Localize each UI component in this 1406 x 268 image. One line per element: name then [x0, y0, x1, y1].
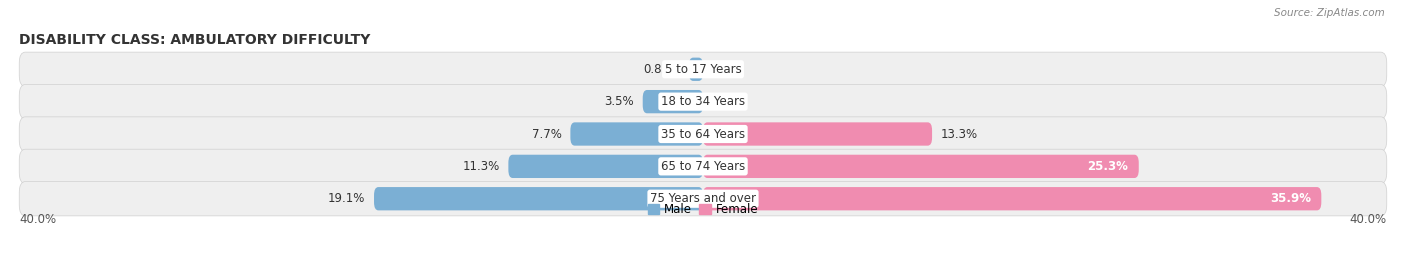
Legend: Male, Female: Male, Female: [643, 198, 763, 221]
Text: 11.3%: 11.3%: [463, 160, 499, 173]
Text: 40.0%: 40.0%: [1350, 213, 1386, 226]
Text: Source: ZipAtlas.com: Source: ZipAtlas.com: [1274, 8, 1385, 18]
Text: 75 Years and over: 75 Years and over: [650, 192, 756, 205]
FancyBboxPatch shape: [643, 90, 703, 113]
FancyBboxPatch shape: [689, 58, 703, 81]
Text: 25.3%: 25.3%: [1088, 160, 1129, 173]
FancyBboxPatch shape: [703, 122, 932, 146]
Text: 35.9%: 35.9%: [1270, 192, 1310, 205]
FancyBboxPatch shape: [571, 122, 703, 146]
Text: DISABILITY CLASS: AMBULATORY DIFFICULTY: DISABILITY CLASS: AMBULATORY DIFFICULTY: [20, 33, 371, 47]
Text: 13.3%: 13.3%: [941, 128, 977, 140]
Text: 0.0%: 0.0%: [711, 95, 741, 108]
FancyBboxPatch shape: [703, 155, 1139, 178]
FancyBboxPatch shape: [20, 182, 1386, 216]
Text: 5 to 17 Years: 5 to 17 Years: [665, 63, 741, 76]
Text: 65 to 74 Years: 65 to 74 Years: [661, 160, 745, 173]
FancyBboxPatch shape: [20, 117, 1386, 151]
Text: 18 to 34 Years: 18 to 34 Years: [661, 95, 745, 108]
FancyBboxPatch shape: [20, 149, 1386, 184]
Text: 3.5%: 3.5%: [605, 95, 634, 108]
Text: 0.0%: 0.0%: [711, 63, 741, 76]
Text: 0.82%: 0.82%: [643, 63, 681, 76]
FancyBboxPatch shape: [509, 155, 703, 178]
Text: 40.0%: 40.0%: [20, 213, 56, 226]
FancyBboxPatch shape: [703, 187, 1322, 210]
Text: 35 to 64 Years: 35 to 64 Years: [661, 128, 745, 140]
Text: 7.7%: 7.7%: [531, 128, 562, 140]
FancyBboxPatch shape: [374, 187, 703, 210]
Text: 19.1%: 19.1%: [328, 192, 366, 205]
FancyBboxPatch shape: [20, 84, 1386, 119]
FancyBboxPatch shape: [20, 52, 1386, 86]
